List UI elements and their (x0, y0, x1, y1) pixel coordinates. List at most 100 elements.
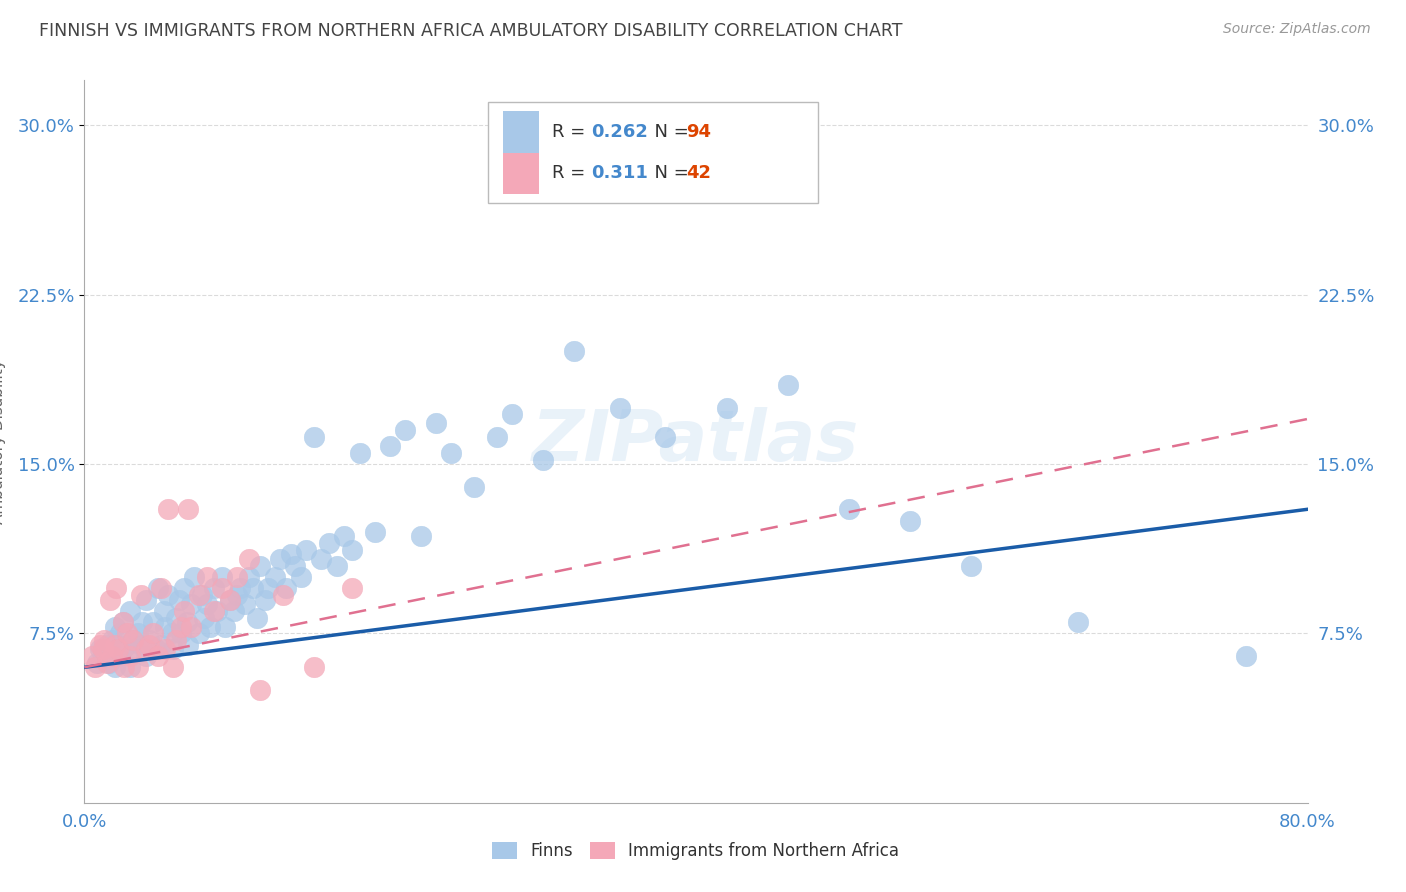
Point (104, 638, 127, 652)
Point (146, 582, 169, 596)
Point (120, 648, 142, 663)
Point (101, 633, 124, 648)
Point (80, 648, 103, 663)
Point (246, 610, 269, 624)
Point (960, 558, 983, 573)
Point (340, 542, 363, 557)
Text: 0.262: 0.262 (591, 122, 648, 141)
Point (211, 582, 233, 596)
Point (89, 642, 111, 657)
Point (155, 620, 177, 634)
Point (120, 660, 142, 674)
Point (180, 597, 202, 611)
Legend: Finns, Immigrants from Northern Africa: Finns, Immigrants from Northern Africa (486, 835, 905, 867)
Point (318, 536, 340, 550)
Point (138, 638, 160, 652)
Point (502, 408, 524, 422)
Point (129, 588, 152, 602)
Point (1236, 648, 1258, 663)
Point (98, 592, 121, 607)
Point (214, 620, 236, 634)
Point (325, 558, 347, 573)
Point (89, 638, 111, 652)
Point (97, 656, 120, 670)
Point (302, 660, 325, 674)
Text: Source: ZipAtlas.com: Source: ZipAtlas.com (1223, 22, 1371, 37)
Point (160, 626, 183, 640)
Point (898, 514, 921, 528)
Point (84, 660, 107, 674)
Point (96, 638, 118, 652)
Point (409, 529, 432, 543)
Point (153, 604, 176, 618)
Point (290, 570, 312, 584)
Point (157, 588, 180, 602)
Point (111, 615, 134, 630)
Point (149, 638, 172, 652)
Point (165, 633, 187, 648)
Point (180, 620, 202, 634)
Point (129, 638, 152, 652)
Bar (503, 111, 540, 153)
Point (104, 620, 127, 634)
Point (218, 592, 240, 607)
Text: N =: N = (644, 122, 695, 141)
Point (486, 430, 509, 444)
Y-axis label: Ambulatory Disability: Ambulatory Disability (0, 359, 6, 524)
Point (170, 620, 193, 634)
Point (91, 648, 114, 663)
Point (135, 642, 157, 657)
Text: 42: 42 (686, 164, 711, 183)
Point (838, 502, 860, 516)
Point (302, 430, 325, 444)
Point (122, 633, 145, 648)
Point (167, 592, 190, 607)
Point (107, 642, 129, 657)
Point (218, 592, 240, 607)
Point (226, 588, 249, 602)
Point (173, 604, 195, 618)
Point (155, 642, 177, 657)
Point (127, 626, 149, 640)
Point (135, 648, 157, 663)
Point (394, 423, 416, 437)
Point (531, 452, 554, 467)
Point (253, 592, 276, 607)
Point (101, 648, 124, 663)
Point (138, 633, 160, 648)
Point (295, 542, 318, 557)
Point (226, 570, 249, 584)
Point (188, 626, 211, 640)
Point (142, 626, 165, 640)
Point (91, 642, 114, 657)
Text: R =: R = (551, 164, 596, 183)
Point (425, 417, 447, 431)
FancyBboxPatch shape (488, 102, 818, 203)
Point (165, 610, 187, 624)
Point (280, 548, 302, 562)
Point (340, 582, 363, 596)
Point (107, 648, 129, 663)
Point (111, 642, 134, 657)
Point (333, 529, 356, 543)
Point (115, 626, 138, 640)
Point (176, 615, 198, 630)
Point (562, 344, 585, 359)
Point (284, 558, 307, 573)
Point (131, 615, 153, 630)
Point (238, 570, 260, 584)
Point (269, 552, 291, 566)
Point (177, 638, 200, 652)
Point (183, 570, 205, 584)
Text: R =: R = (551, 122, 591, 141)
Point (108, 626, 131, 640)
Point (654, 430, 676, 444)
Point (112, 660, 135, 674)
Point (1067, 615, 1090, 630)
Point (93, 633, 115, 648)
Point (193, 610, 215, 624)
Point (271, 588, 294, 602)
Point (111, 615, 134, 630)
Point (145, 642, 167, 657)
Point (195, 597, 218, 611)
